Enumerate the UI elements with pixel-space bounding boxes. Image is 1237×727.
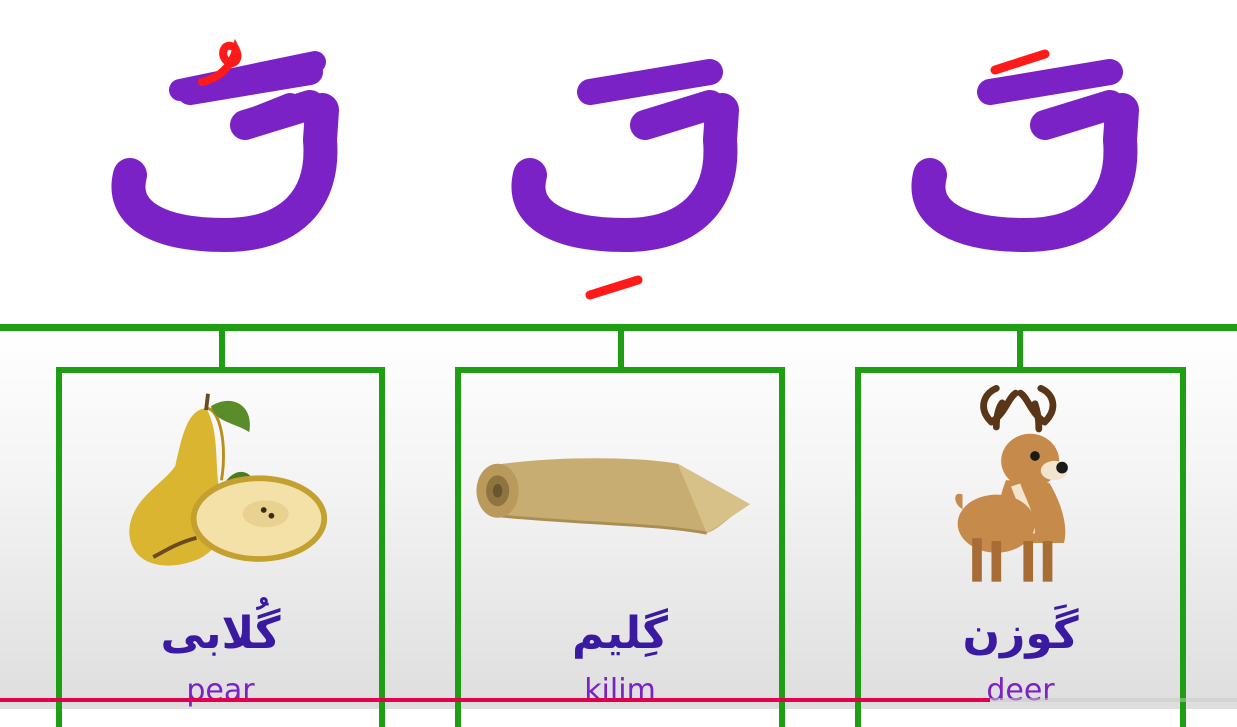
word-card-kilim: گِلیم kilim: [455, 367, 785, 727]
letter-gaf-fatha-icon: [911, 49, 1139, 253]
word-card-deer: گَوزن deer: [855, 367, 1186, 727]
letter-gaf-fatha: [860, 0, 1180, 320]
pear-icon: [129, 393, 328, 566]
word-persian: گِلیم: [571, 608, 668, 659]
letter-gaf-kasra-icon: [511, 59, 739, 300]
letter-gaf-damma: [60, 0, 380, 320]
word-english: kilim: [584, 673, 656, 708]
word-persian: گَوزن: [962, 608, 1079, 659]
connector-stem-1: [219, 330, 225, 370]
connector-stem-2: [618, 330, 624, 370]
word-english: pear: [186, 673, 255, 708]
word-english: deer: [986, 673, 1055, 708]
letter-gaf-damma-icon: [111, 38, 339, 253]
connector-line: [0, 324, 1237, 331]
word-card-pear: گُلابی pear: [56, 367, 385, 727]
letter-gaf-kasra: [460, 0, 780, 320]
video-progress-fill: [0, 698, 990, 702]
kilim-roll-icon: [476, 458, 751, 535]
connector-stem-3: [1017, 330, 1023, 370]
deer-icon: [955, 385, 1068, 582]
video-progress-bar[interactable]: [0, 698, 1237, 702]
word-persian: گُلابی: [160, 608, 281, 659]
